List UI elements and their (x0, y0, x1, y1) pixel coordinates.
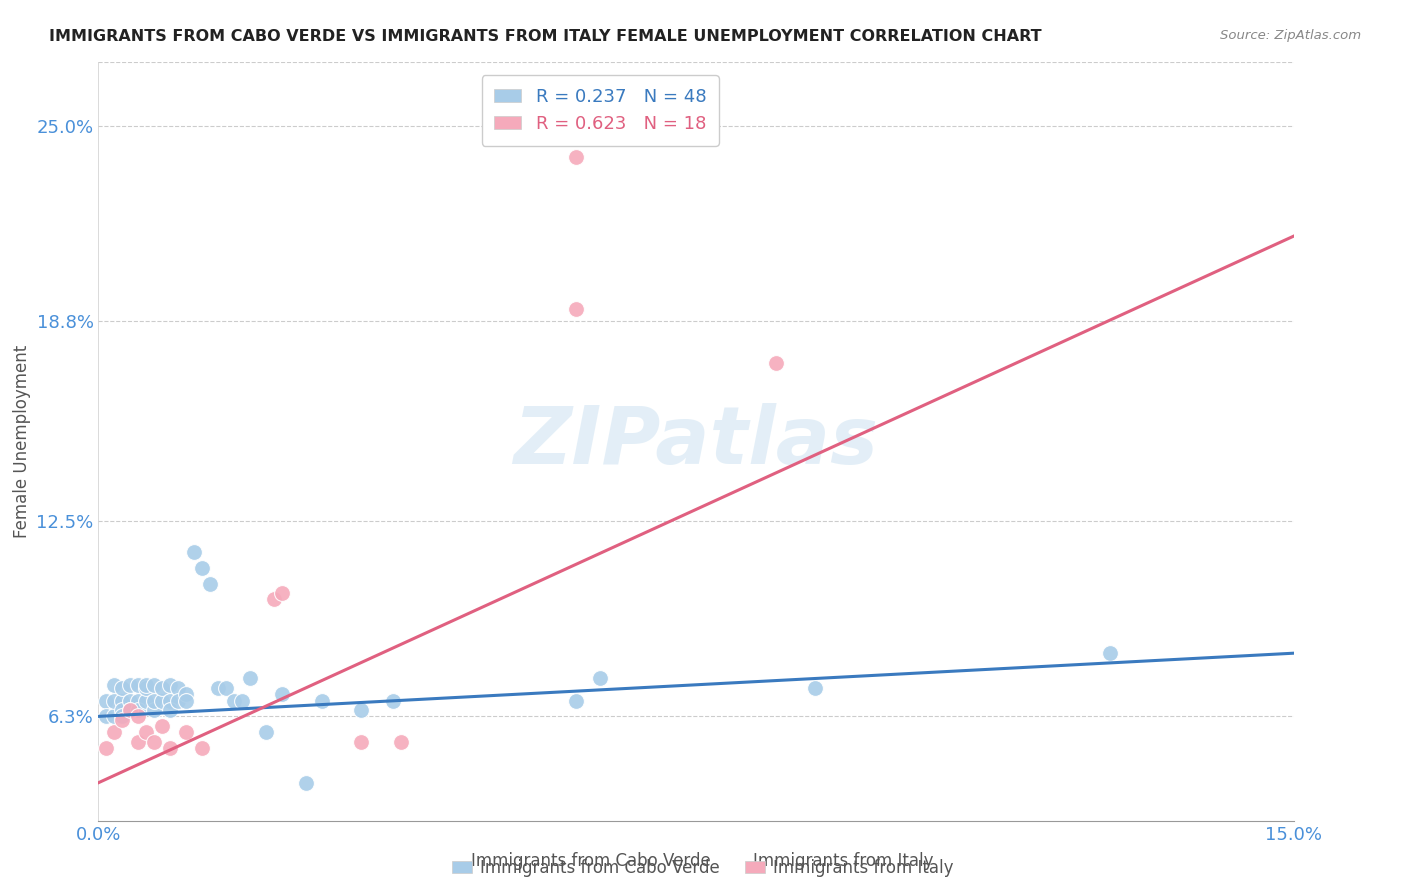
Text: Immigrants from Italy: Immigrants from Italy (754, 852, 934, 870)
Point (350, 703, 373, 717)
Point (120, 703, 142, 717)
Point (111, 703, 134, 717)
Point (263, 592, 285, 607)
Point (143, 734, 166, 748)
Point (120, 703, 142, 717)
Point (191, 741, 214, 756)
Point (103, 709, 125, 723)
Point (135, 725, 157, 739)
Point (159, 693, 181, 707)
Legend: R = 0.237   N = 48, R = 0.623   N = 18: R = 0.237 N = 48, R = 0.623 N = 18 (482, 75, 718, 145)
Point (127, 693, 149, 707)
Text: ZIPatlas: ZIPatlas (513, 402, 879, 481)
Point (127, 703, 149, 717)
Text: IMMIGRANTS FROM CABO VERDE VS IMMIGRANTS FROM ITALY FEMALE UNEMPLOYMENT CORRELAT: IMMIGRANTS FROM CABO VERDE VS IMMIGRANTS… (49, 29, 1042, 44)
Point (174, 687, 197, 701)
Point (198, 576, 221, 591)
Point (222, 693, 245, 707)
Point (143, 703, 166, 717)
Point (311, 693, 333, 707)
Point (103, 725, 125, 739)
Point (135, 681, 157, 695)
Point (96, 693, 118, 707)
Point (254, 725, 277, 739)
Point (111, 693, 134, 707)
Point (127, 734, 149, 748)
Point (191, 561, 214, 575)
Point (174, 725, 197, 739)
Point (167, 693, 190, 707)
Point (382, 693, 405, 707)
Point (143, 678, 166, 692)
Text: Source: ZipAtlas.com: Source: ZipAtlas.com (1220, 29, 1361, 42)
Point (389, 734, 412, 748)
Point (270, 687, 292, 701)
Point (765, 355, 787, 369)
Point (270, 586, 292, 600)
Point (565, 301, 588, 316)
Point (804, 681, 827, 695)
Point (120, 693, 142, 707)
Point (135, 678, 157, 692)
Point (174, 693, 197, 707)
Point (127, 678, 149, 692)
Point (159, 703, 181, 717)
Point (167, 681, 190, 695)
Point (150, 719, 173, 733)
Point (143, 693, 166, 707)
Point (215, 681, 238, 695)
Point (135, 693, 157, 707)
Point (589, 672, 612, 686)
Point (565, 693, 588, 707)
Point (350, 734, 373, 748)
Point (1099, 646, 1122, 660)
Point (96, 709, 118, 723)
Point (96, 741, 118, 756)
Point (207, 681, 229, 695)
Point (127, 709, 149, 723)
Text: Immigrants from Cabo Verde: Immigrants from Cabo Verde (471, 852, 710, 870)
Y-axis label: Female Unemployment: Female Unemployment (14, 345, 31, 538)
Point (565, 150, 588, 164)
Legend: Immigrants from Cabo Verde, Immigrants from Italy: Immigrants from Cabo Verde, Immigrants f… (446, 853, 960, 884)
Point (183, 545, 205, 559)
Point (150, 681, 173, 695)
Point (150, 693, 173, 707)
Point (159, 678, 181, 692)
Point (103, 678, 125, 692)
Point (111, 709, 134, 723)
Point (111, 713, 134, 727)
Point (239, 672, 262, 686)
Point (103, 693, 125, 707)
Point (159, 741, 181, 756)
Point (294, 776, 316, 790)
Point (111, 681, 134, 695)
Point (231, 693, 253, 707)
Point (120, 678, 142, 692)
